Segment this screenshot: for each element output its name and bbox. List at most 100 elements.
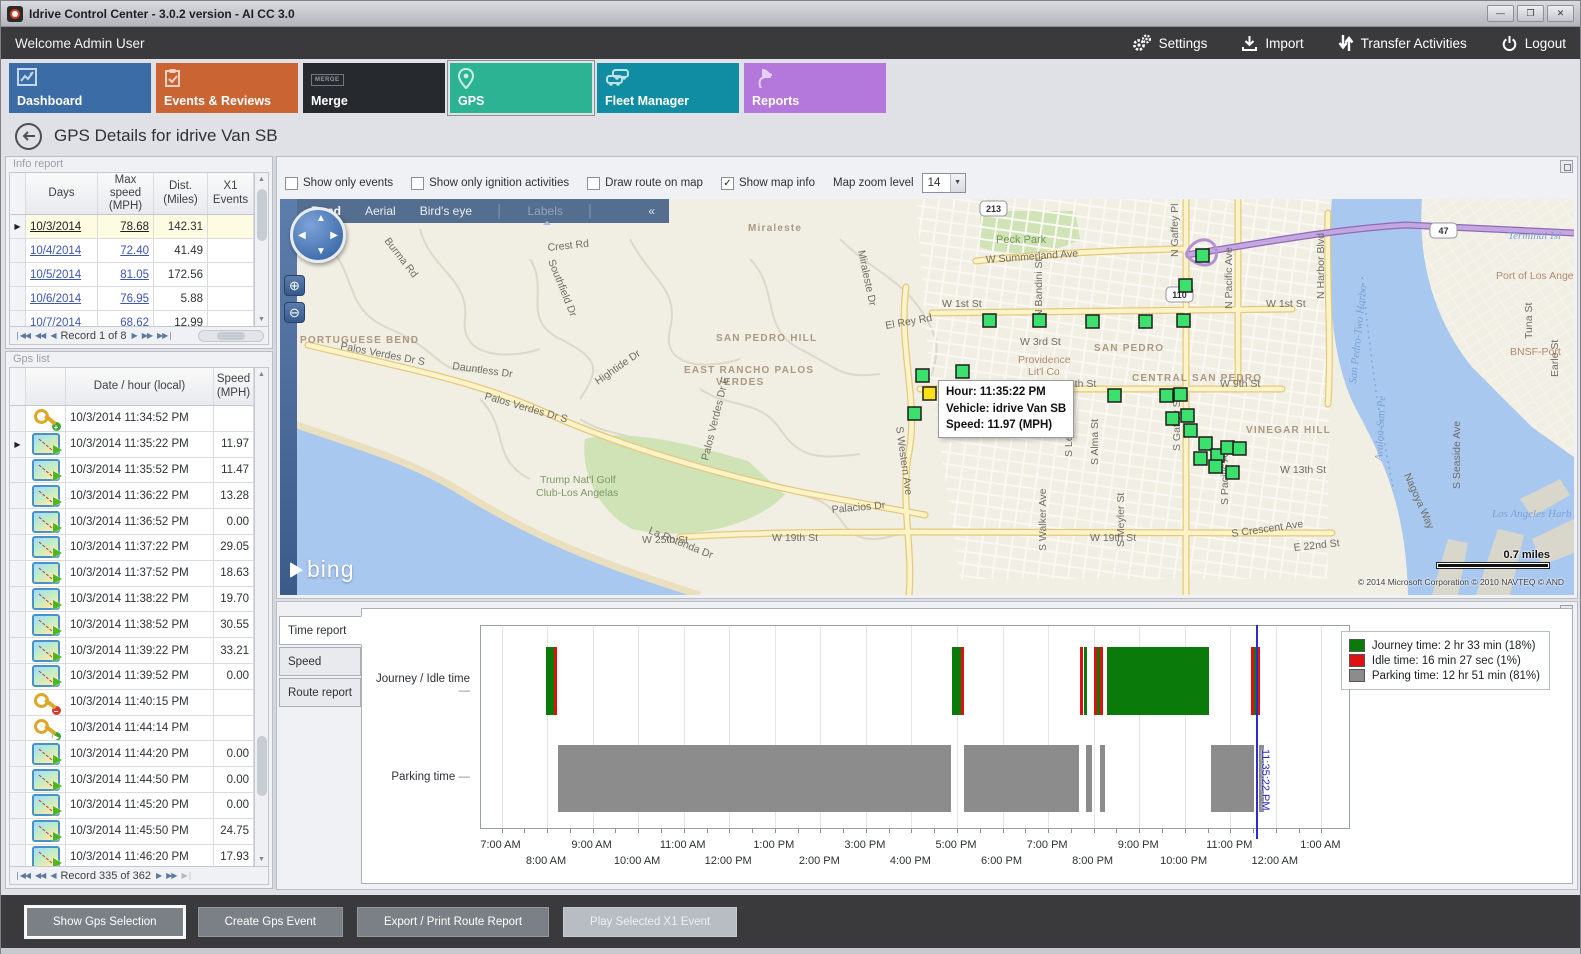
pager-first-icon[interactable]: ❘◀◀: [14, 871, 30, 880]
pager-next-icon[interactable]: ▶: [156, 871, 161, 880]
gps-list-row[interactable]: 10/3/2014 11:37:22 PM 29.05: [10, 535, 254, 561]
day-link[interactable]: 10/7/2014: [30, 317, 81, 327]
show-gps-selection-button[interactable]: Show Gps Selection: [26, 907, 184, 937]
nav-tile-merge[interactable]: MERGE Merge: [303, 63, 445, 113]
gps-point-marker[interactable]: [1033, 314, 1046, 327]
export-print-route-report-button[interactable]: Export / Print Route Report: [357, 907, 549, 937]
info-report-row[interactable]: 10/6/2014 76.95 5.88: [10, 287, 254, 311]
nav-tile-dashboard[interactable]: Dashboard: [9, 63, 151, 113]
gps-point-marker[interactable]: [1181, 409, 1194, 422]
column-header[interactable]: Dist. (Miles): [154, 173, 208, 214]
checkbox-show-only-ignition-activities[interactable]: Show only ignition activities: [411, 177, 569, 190]
pager-prev-icon[interactable]: ◀: [50, 331, 55, 340]
create-gps-event-button[interactable]: Create Gps Event: [198, 907, 343, 937]
gps-point-marker[interactable]: [1166, 412, 1179, 425]
column-header[interactable]: Max speed (MPH): [98, 173, 154, 214]
menu-action-settings[interactable]: Settings: [1132, 34, 1208, 52]
gps-point-marker[interactable]: [956, 365, 969, 378]
pager-first-icon[interactable]: ❘◀◀: [14, 331, 30, 340]
gps-point-marker[interactable]: [1221, 441, 1234, 454]
menu-action-import[interactable]: Import: [1241, 35, 1303, 52]
map-bar-collapse-icon[interactable]: «: [648, 204, 655, 218]
scroll-thumb[interactable]: [257, 736, 267, 796]
column-header[interactable]: Days: [26, 173, 98, 214]
pager-prev-page-icon[interactable]: ◀◀: [35, 871, 45, 880]
gps-list-row[interactable]: 10/3/2014 11:45:20 PM 0.00: [10, 793, 254, 819]
gps-list-row[interactable]: ▶ 10/3/2014 11:35:22 PM 11.97: [10, 432, 254, 458]
gps-point-marker[interactable]: [1226, 466, 1239, 479]
checkbox-show-only-events[interactable]: Show only events: [285, 177, 393, 190]
checkbox-show-map-info[interactable]: ✓ Show map info: [721, 177, 815, 190]
checkbox-icon[interactable]: ✓: [721, 177, 734, 190]
gps-grid-scrollbar[interactable]: ▲ ▼: [254, 368, 268, 866]
pager-prev-page-icon[interactable]: ◀◀: [35, 331, 45, 340]
gps-list-row[interactable]: − 10/3/2014 11:40:15 PM: [10, 690, 254, 716]
close-button[interactable]: ✕: [1547, 5, 1574, 22]
gps-point-marker[interactable]: [1194, 452, 1207, 465]
max-speed-link[interactable]: 81.05: [120, 269, 149, 281]
gps-list-row[interactable]: 10/3/2014 11:36:52 PM 0.00: [10, 509, 254, 535]
day-link[interactable]: 10/6/2014: [30, 293, 81, 305]
tab-speed-graphic[interactable]: Speed graphic: [279, 647, 361, 676]
gps-list-row[interactable]: 10/3/2014 11:38:52 PM 30.55: [10, 612, 254, 638]
map-zoom-level-select[interactable]: 14 ▼: [922, 173, 966, 193]
day-link[interactable]: 10/3/2014: [30, 221, 81, 233]
chevron-down-icon[interactable]: ▼: [950, 174, 965, 192]
gps-list-row[interactable]: ▶ 10/3/2014 11:44:14 PM: [10, 716, 254, 742]
minimize-button[interactable]: —: [1487, 5, 1514, 22]
map-style-bird-s-eye[interactable]: Bird's eye: [420, 204, 472, 218]
gps-list-row[interactable]: 10/3/2014 11:46:20 PM 17.93: [10, 845, 254, 866]
gps-point-marker[interactable]: [1086, 315, 1099, 328]
gps-list-row[interactable]: 10/3/2014 11:45:50 PM 24.75: [10, 819, 254, 845]
scroll-up-icon[interactable]: ▲: [255, 368, 268, 381]
pager-next-page-icon[interactable]: ▶▶: [166, 871, 176, 880]
pager-next-page-icon[interactable]: ▶▶: [142, 331, 152, 340]
info-report-row[interactable]: 10/7/2014 68.62 12.99: [10, 311, 254, 326]
tab-time-report[interactable]: Time report: [279, 616, 362, 645]
gps-list-row[interactable]: 10/3/2014 11:44:50 PM 0.00: [10, 767, 254, 793]
pager-next-icon[interactable]: ▶: [132, 331, 137, 340]
gps-point-marker[interactable]: [1233, 442, 1246, 455]
pager-hscrollbar[interactable]: [198, 330, 264, 342]
pan-down-icon[interactable]: ▼: [316, 246, 326, 257]
nav-tile-fleet-manager[interactable]: Fleet Manager: [597, 63, 739, 113]
map-pan-compass[interactable]: ▲ ▼ ◀ ▶: [290, 207, 346, 263]
column-header[interactable]: Date / hour (local): [66, 368, 214, 405]
nav-tile-gps[interactable]: GPS: [450, 63, 592, 113]
day-link[interactable]: 10/4/2014: [30, 245, 81, 257]
info-grid-scrollbar[interactable]: ▲ ▼: [254, 173, 268, 326]
gps-point-marker[interactable]: [1209, 460, 1222, 473]
gps-point-marker[interactable]: [1160, 389, 1173, 402]
gps-list-row[interactable]: 10/3/2014 11:39:22 PM 33.21: [10, 638, 254, 664]
scroll-down-icon[interactable]: ▼: [255, 313, 268, 326]
back-button[interactable]: [15, 123, 42, 150]
map-zoom-out-button[interactable]: ⊖: [284, 302, 305, 323]
checkbox-draw-route-on-map[interactable]: Draw route on map: [587, 177, 703, 190]
nav-tile-events-reviews[interactable]: Events & Reviews: [156, 63, 298, 113]
gps-list-row[interactable]: 10/3/2014 11:39:52 PM 0.00: [10, 664, 254, 690]
max-speed-link[interactable]: 72.40: [120, 245, 149, 257]
pan-up-icon[interactable]: ▲: [316, 213, 326, 224]
checkbox-icon[interactable]: [587, 177, 600, 190]
gps-point-marker[interactable]: [1174, 388, 1187, 401]
map-style-aerial[interactable]: Aerial: [365, 204, 396, 218]
collapse-map-panel-button[interactable]: [1560, 160, 1573, 173]
gps-point-marker[interactable]: [1139, 315, 1152, 328]
pan-left-icon[interactable]: ◀: [298, 230, 306, 241]
pager-last-icon[interactable]: ▶▶❘: [157, 331, 173, 340]
info-report-row[interactable]: 10/4/2014 72.40 41.49: [10, 239, 254, 263]
chart-time-cursor[interactable]: [1256, 625, 1258, 839]
max-speed-link[interactable]: 76.95: [120, 293, 149, 305]
checkbox-icon[interactable]: [411, 177, 424, 190]
checkbox-icon[interactable]: [285, 177, 298, 190]
map-style-labels[interactable]: Labels: [528, 204, 563, 218]
pager-prev-icon[interactable]: ◀: [50, 871, 55, 880]
selected-gps-point-marker[interactable]: [923, 387, 936, 400]
gps-list-row[interactable]: + 10/3/2014 11:34:52 PM: [10, 406, 254, 432]
nav-tile-reports[interactable]: Reports: [744, 63, 886, 113]
gps-point-marker[interactable]: [1184, 424, 1197, 437]
gps-point-marker[interactable]: [1179, 279, 1192, 292]
gps-list-row[interactable]: 10/3/2014 11:35:52 PM 11.47: [10, 458, 254, 484]
maximize-button[interactable]: ❒: [1517, 5, 1544, 22]
gps-list-row[interactable]: 10/3/2014 11:44:20 PM 0.00: [10, 741, 254, 767]
